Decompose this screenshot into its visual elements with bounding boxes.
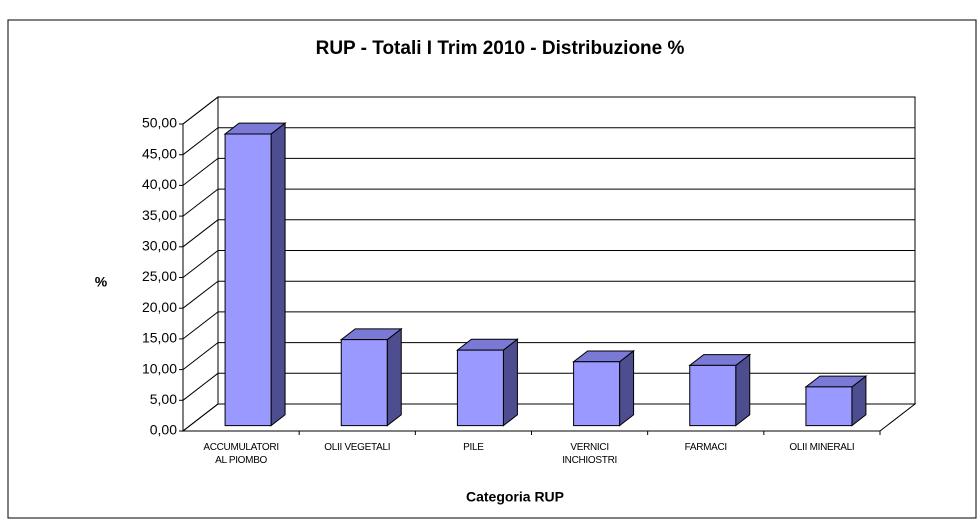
grid-line bbox=[182, 342, 915, 370]
grid-line bbox=[182, 188, 915, 217]
y-tick-label: 5,00 bbox=[150, 391, 177, 407]
bar-front bbox=[224, 133, 272, 427]
bar bbox=[223, 122, 287, 427]
grid-line bbox=[182, 403, 915, 432]
y-tick-label: 25,00 bbox=[142, 268, 177, 284]
bar bbox=[572, 349, 636, 427]
bar bbox=[688, 353, 752, 427]
grid-line bbox=[182, 372, 915, 401]
bar bbox=[339, 327, 403, 427]
grid-line bbox=[182, 157, 915, 186]
floor bbox=[181, 403, 917, 432]
y-axis-title: % bbox=[95, 274, 108, 290]
bar-front bbox=[573, 361, 621, 427]
y-tick-label: 30,00 bbox=[142, 238, 177, 254]
y-tick-label: 40,00 bbox=[142, 176, 177, 192]
y-tick-label: 10,00 bbox=[142, 360, 177, 376]
x-tick-label: FARMACI bbox=[684, 442, 728, 453]
y-tick-label: 20,00 bbox=[142, 299, 177, 315]
grid-line bbox=[182, 127, 915, 156]
bar bbox=[804, 375, 868, 427]
x-tick-label: OLII MINERALI bbox=[789, 442, 855, 453]
y-tick-label: 35,00 bbox=[142, 207, 177, 223]
grid-line bbox=[182, 311, 915, 340]
grid-line bbox=[182, 96, 915, 125]
x-tick-label: OLII VEGETALI bbox=[324, 442, 391, 453]
chart-title: RUP - Totali I Trim 2010 - Distribuzione… bbox=[316, 38, 685, 59]
grid-line bbox=[182, 250, 915, 278]
bar-side bbox=[619, 349, 635, 427]
y-tick-label: 0,00 bbox=[150, 422, 177, 438]
y-tick-label: 15,00 bbox=[142, 330, 177, 346]
bar-side bbox=[502, 338, 518, 427]
bar-front bbox=[689, 364, 737, 427]
bar-side bbox=[386, 327, 402, 427]
x-tick-label: ACCUMULATORI AL PIOMBO bbox=[203, 442, 279, 466]
bar-side bbox=[270, 122, 286, 427]
x-tick-label: PILE bbox=[463, 442, 484, 453]
grid-line bbox=[182, 219, 915, 248]
bar bbox=[455, 338, 519, 427]
y-tick-label: 45,00 bbox=[142, 145, 177, 161]
y-tick-label: 50,00 bbox=[142, 115, 177, 131]
x-axis-title: Categoria RUP bbox=[466, 489, 564, 505]
bar-front bbox=[456, 349, 504, 427]
grid-line bbox=[182, 280, 915, 309]
bar-side bbox=[735, 353, 751, 427]
x-tick-label: VERNICI INCHIOSTRI bbox=[562, 442, 617, 466]
bar-front bbox=[805, 386, 853, 427]
bar-front bbox=[340, 339, 388, 427]
